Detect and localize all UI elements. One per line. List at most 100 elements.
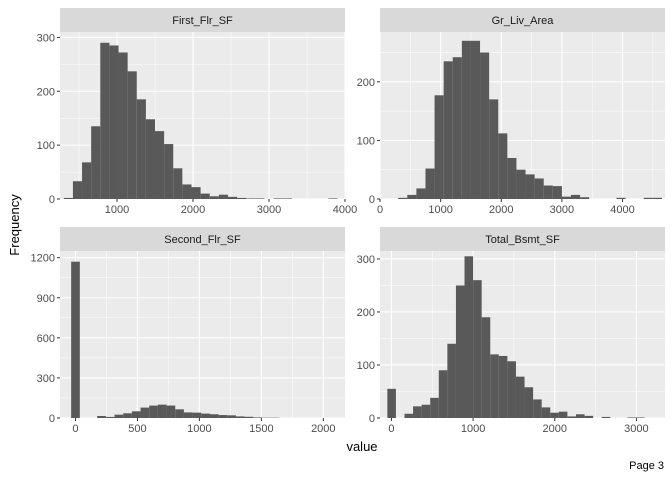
histogram-bar	[244, 416, 254, 418]
y-tick-label: 100	[357, 135, 375, 147]
histogram-bar	[227, 415, 236, 418]
x-tick-label: 1500	[249, 423, 273, 435]
histogram-bar	[328, 198, 338, 199]
x-tick-label: 3000	[624, 423, 648, 435]
histogram-bar	[470, 40, 481, 199]
facet-strip-label: Second_Flr_SF	[164, 234, 241, 246]
x-tick-label: 2000	[543, 423, 567, 435]
histogram-bar	[561, 196, 572, 199]
y-tick-label: 0	[49, 413, 55, 425]
histogram-bar	[434, 95, 444, 199]
y-tick-label: 100	[37, 140, 55, 152]
x-axis-title: value	[346, 439, 377, 454]
histogram-bar	[447, 343, 456, 418]
x-tick-label: 2000	[311, 423, 335, 435]
histogram-bar	[209, 414, 219, 418]
histogram-bar	[601, 416, 611, 418]
histogram-bar	[643, 197, 653, 199]
histogram-bar	[255, 198, 265, 199]
histogram-bar	[416, 188, 426, 199]
histogram-bar	[209, 196, 219, 199]
histogram-bar	[438, 370, 448, 418]
histogram-bar	[218, 194, 228, 199]
histogram-bar	[575, 414, 585, 418]
histogram-bar	[473, 280, 482, 418]
x-tick-label: 3000	[550, 204, 574, 216]
histogram-bar	[413, 406, 422, 418]
histogram-bar	[489, 99, 499, 199]
x-tick-label: 4000	[333, 204, 357, 216]
histogram-bar	[404, 413, 414, 418]
histogram-bar	[100, 42, 110, 199]
histogram-bar	[72, 181, 83, 199]
histogram-bar	[552, 186, 562, 199]
histogram-bars	[63, 42, 338, 200]
histogram-bar	[109, 45, 119, 199]
histogram-bar	[149, 405, 158, 418]
histogram-bar	[253, 417, 262, 418]
histogram-bar	[480, 52, 490, 199]
histogram-bar	[145, 119, 155, 199]
histogram-bar	[534, 178, 544, 199]
histogram-bar	[235, 416, 245, 418]
histogram-bar	[541, 407, 551, 418]
histogram-bars	[387, 256, 645, 418]
facet-total-bsmt-sf: Total_Bsmt_SF 0 1000 2000 3000 0 100 200 300	[357, 227, 665, 435]
histogram-bar	[114, 414, 124, 418]
histogram-bar	[182, 184, 192, 199]
facet-gr-liv-area: Gr_Liv_Area 0 1000 2000 3000 4000 0 100 200	[357, 8, 665, 216]
histogram-bar	[118, 52, 128, 200]
histogram-bar	[164, 144, 174, 199]
histogram-bar	[218, 415, 228, 418]
histogram-bar	[490, 354, 499, 418]
y-tick-label: 300	[357, 254, 375, 266]
histogram-bar	[123, 413, 132, 418]
histogram-bar	[387, 388, 396, 418]
facet-strip-label: Gr_Liv_Area	[492, 15, 555, 27]
facet-strip	[60, 8, 345, 32]
histogram-bar	[558, 411, 568, 418]
histogram-bar	[481, 317, 491, 418]
histogram-bar	[430, 397, 439, 418]
y-tick-label: 600	[37, 333, 55, 345]
x-tick-label: 1000	[428, 204, 452, 216]
panel-background	[60, 251, 345, 418]
x-tick-label: 2000	[181, 204, 205, 216]
histogram-bar	[157, 404, 167, 418]
histogram-bar	[455, 285, 465, 418]
facet-strip	[380, 227, 665, 251]
facet-strip	[380, 8, 665, 32]
x-tick-label: 1000	[461, 423, 485, 435]
x-tick-label: 0	[388, 423, 394, 435]
histogram-bar	[191, 187, 201, 199]
y-tick-label: 300	[37, 373, 55, 385]
x-tick-label: 1000	[187, 423, 211, 435]
facet-strip-label: First_Flr_SF	[172, 15, 233, 27]
histogram-bar	[246, 198, 256, 199]
histogram-bar	[543, 185, 553, 199]
histogram-bar	[166, 405, 176, 418]
histogram-bar	[461, 40, 471, 199]
histogram-bar	[443, 61, 453, 199]
page-label: Page 3	[629, 460, 664, 472]
y-tick-label: 900	[37, 293, 55, 305]
y-tick-label: 200	[37, 86, 55, 98]
histogram-bar	[127, 71, 137, 199]
histogram-bar	[498, 355, 508, 418]
facet-strip	[60, 227, 345, 251]
histogram-bar	[282, 198, 292, 199]
histogram-bar	[398, 197, 408, 199]
y-tick-label: 0	[369, 413, 375, 425]
facet-first-flr-sf: First_Flr_SF 1000 2000 3000 4000 0 100 200 300	[37, 8, 357, 216]
histogram-bar	[452, 57, 462, 200]
histogram-bar	[425, 168, 435, 199]
histogram-bar	[525, 174, 535, 199]
x-tick-label: 500	[128, 423, 146, 435]
histogram-bar	[498, 133, 508, 199]
histogram-bar	[507, 157, 517, 199]
histogram-bar	[421, 404, 431, 418]
x-tick-label: 0	[377, 204, 383, 216]
histogram-bar	[237, 197, 247, 199]
histogram-bar	[175, 409, 184, 418]
